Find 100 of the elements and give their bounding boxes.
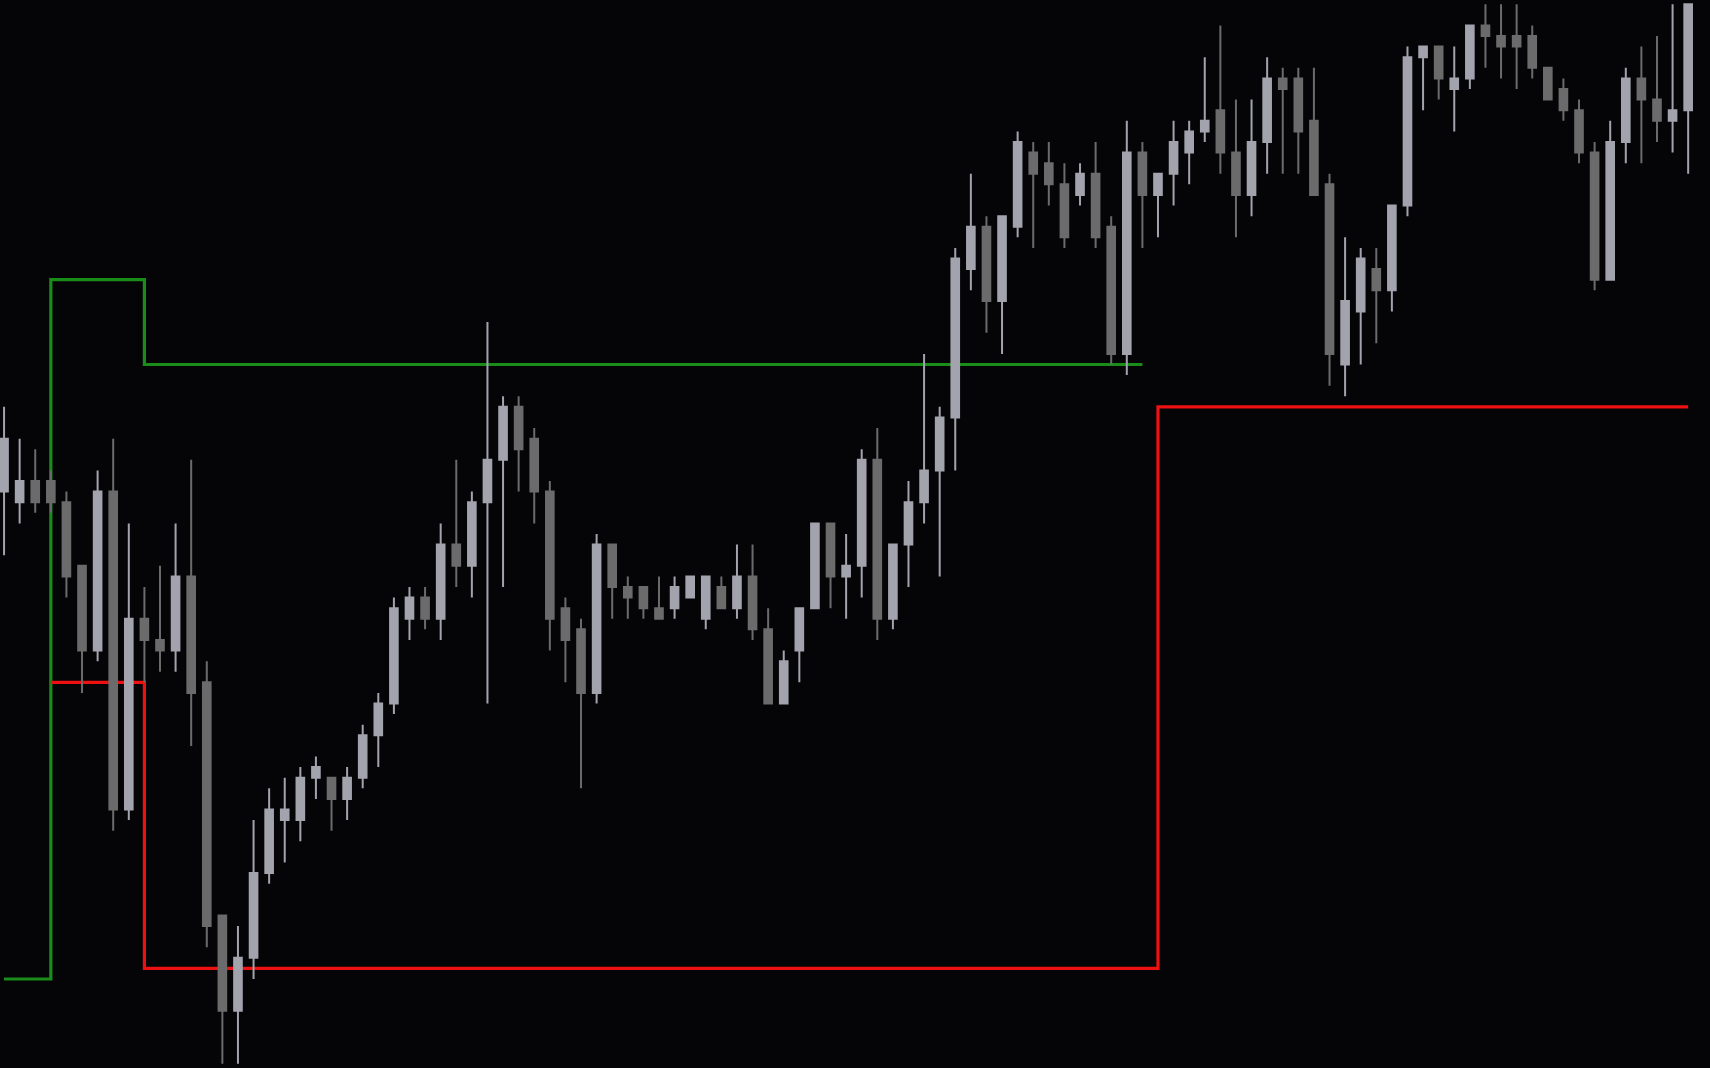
candlestick [981,215,992,334]
candlestick [622,575,633,620]
candlestick [108,437,119,832]
candlestick [1418,45,1428,112]
candlestick [1199,56,1210,143]
candlestick [1028,140,1039,249]
candlestick [1652,35,1662,143]
candlestick [295,766,306,843]
candlestick [1044,140,1054,207]
candlestick [700,575,711,631]
candlestick [888,543,898,631]
candlestick [1636,45,1647,165]
candlestick [1090,140,1101,249]
candlestick [716,575,727,610]
candlestick [1121,119,1132,377]
candlestick [1683,3,1693,175]
candlestick [1340,236,1350,398]
candlestick [1449,45,1460,133]
candlestick [46,469,56,514]
candlestick [311,755,321,800]
candlestick [1371,246,1382,345]
candlestick [1075,162,1085,207]
candlestick [0,405,9,557]
candlestick [1059,162,1070,249]
candlestick [747,543,758,641]
candlestick [1558,77,1569,122]
candlestick [763,607,773,705]
candlestick [1511,3,1522,90]
candlestick [326,776,337,832]
candlestick [217,914,228,1065]
candlestick [1106,215,1117,366]
candlestick [1262,56,1272,175]
candlestick [872,427,883,641]
candlestick [997,215,1007,355]
candlestick [638,585,649,620]
candlestick [248,819,259,980]
candlestick [1620,66,1631,165]
candlestick [841,533,851,620]
candlestick [264,787,274,885]
candlestick [1309,66,1319,196]
candlestick [1246,98,1257,218]
candlestick [545,480,555,652]
candlestick [30,448,41,514]
candlestick [1543,66,1553,101]
candlestick [467,490,477,599]
candlestick [186,458,196,747]
candlestick [435,522,446,641]
candlestick [1153,172,1163,239]
candlestick [856,448,867,599]
candlestick [451,458,462,588]
candlestick [1527,24,1538,80]
candlestick [591,533,602,705]
candlestick [420,585,430,631]
candlestick [1215,24,1226,175]
candlestick [201,660,212,949]
candlestick [794,607,805,684]
candlestick [825,522,836,610]
candlestick [1387,204,1397,313]
candlestick [669,575,680,620]
candlestick [92,469,103,663]
candlestick [170,522,181,673]
candlestick [654,575,664,620]
candlestick [1324,172,1335,387]
candlestick [279,776,290,864]
candlestick [1012,130,1023,239]
candlestick [1589,140,1600,292]
candlestick [233,925,243,1065]
candlestick [498,395,508,588]
candlestick [1465,24,1475,90]
candlestick [1168,119,1179,207]
candlestick [732,543,742,620]
candlestick [404,585,415,641]
candlestick [685,575,695,599]
candlestick [934,405,945,578]
candlestick [1496,3,1506,80]
candlestick [389,596,399,716]
candlestick [1184,119,1194,186]
candlestick [14,437,25,525]
candlestick [1605,119,1616,281]
candlestick [607,543,618,620]
candlestick [1433,45,1444,101]
candlestick [342,766,352,822]
candlestick [560,596,571,684]
candlestick [482,321,493,705]
candlestick [373,691,384,769]
candlestick [1137,140,1148,249]
candlestick [61,490,72,599]
candlestick [778,649,789,705]
candlestick [1402,45,1413,218]
candlestick [529,427,540,525]
candlestick [1667,3,1678,154]
candlestick [1355,246,1366,366]
candlestick [1480,3,1491,69]
candlestick [77,564,87,694]
candlestick [123,522,134,822]
candlestick [810,522,820,610]
candlestick [155,564,165,673]
candlestick [966,172,976,292]
candlestick [919,352,929,525]
candlestick [513,395,524,493]
